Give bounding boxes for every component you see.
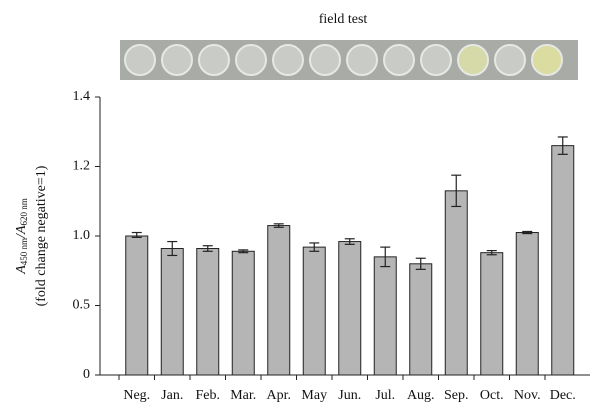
bar bbox=[444, 190, 468, 376]
x-tick-label: Mar. bbox=[230, 388, 256, 403]
bar bbox=[338, 241, 362, 376]
error-bar bbox=[238, 249, 249, 254]
y-axis-label: A450 nm/A620 nm bbox=[14, 198, 29, 275]
y-axis-label: (fold change negative=1) bbox=[34, 165, 49, 306]
bar bbox=[551, 145, 575, 376]
error-bar bbox=[486, 249, 497, 256]
bar bbox=[160, 248, 184, 376]
x-tick-label: May bbox=[301, 388, 327, 403]
error-bar bbox=[167, 240, 178, 257]
x-tick-label: Jan. bbox=[161, 388, 183, 403]
error-bar bbox=[557, 136, 568, 155]
x-tick-label: Feb. bbox=[196, 388, 221, 403]
x-tick-label: Oct. bbox=[480, 388, 504, 403]
error-bar bbox=[131, 231, 142, 238]
error-bar bbox=[309, 242, 320, 252]
bar bbox=[231, 250, 255, 376]
bar bbox=[515, 232, 539, 376]
x-tick-label: Neg. bbox=[123, 388, 150, 403]
bar bbox=[373, 256, 397, 376]
x-tick-label: Apr. bbox=[267, 388, 292, 403]
x-tick-label: Jul. bbox=[375, 388, 395, 403]
x-tick-label: Dec. bbox=[550, 388, 576, 403]
error-bar bbox=[522, 230, 533, 235]
y-tick-label: 1.4 bbox=[73, 89, 91, 104]
bar bbox=[302, 246, 326, 376]
y-tick-label: 1.2 bbox=[73, 159, 91, 174]
error-bar bbox=[415, 257, 426, 270]
chart-title: field test bbox=[319, 12, 368, 27]
bar bbox=[196, 248, 220, 376]
bar bbox=[267, 225, 291, 376]
error-bar bbox=[273, 223, 284, 228]
bar bbox=[125, 235, 149, 376]
y-tick-label: 1.0 bbox=[73, 228, 91, 243]
bar bbox=[409, 263, 433, 376]
bar bbox=[480, 252, 504, 376]
y-tick-label: 0.5 bbox=[73, 298, 91, 313]
x-tick-label: Nov. bbox=[514, 388, 541, 403]
error-bar bbox=[380, 246, 391, 268]
x-tick-label: Aug. bbox=[407, 388, 435, 403]
well-strip bbox=[120, 40, 578, 80]
y-tick-label: 0 bbox=[83, 367, 90, 382]
error-bar bbox=[202, 245, 213, 252]
error-bar bbox=[451, 174, 462, 208]
x-tick-label: Jun. bbox=[338, 388, 361, 403]
x-tick-label: Sep. bbox=[444, 388, 469, 403]
error-bar bbox=[344, 238, 355, 245]
